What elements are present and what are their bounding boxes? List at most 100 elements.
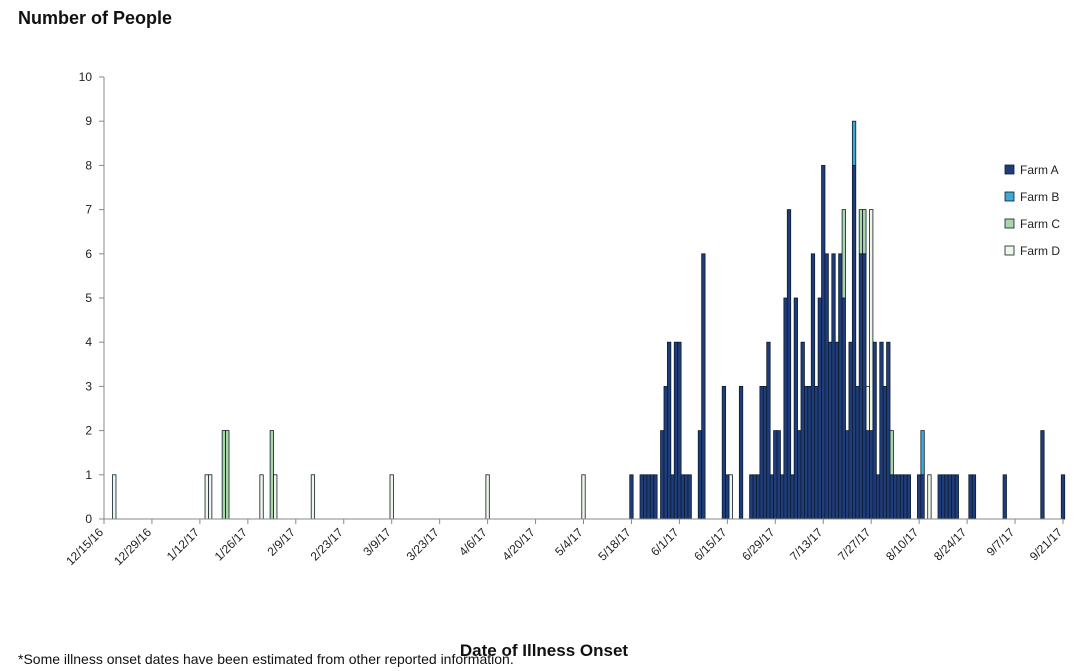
bar: [766, 341, 771, 520]
bar: [841, 209, 846, 299]
bar: [804, 385, 809, 520]
bar: [259, 474, 264, 520]
bar: [862, 253, 867, 520]
bar: [865, 385, 870, 431]
bar: [653, 474, 658, 520]
bar: [667, 341, 672, 520]
bars-group: [112, 120, 1066, 520]
bar: [673, 341, 679, 520]
bar: [721, 385, 727, 520]
y-tick-label: 7: [85, 203, 92, 217]
x-tick-label: 2/23/17: [308, 525, 346, 563]
x-axis-title: Date of Illness Onset: [459, 641, 629, 660]
x-tick-label: 7/27/17: [835, 525, 873, 563]
bar: [896, 474, 901, 520]
bar: [971, 474, 977, 520]
x-tick-label: 6/29/17: [739, 525, 777, 563]
bar: [639, 474, 644, 520]
bar: [838, 253, 843, 520]
bar: [649, 474, 655, 520]
bar: [485, 474, 490, 520]
bar: [937, 474, 942, 520]
bar: [1002, 474, 1007, 520]
bar: [899, 474, 905, 520]
legend-label: Farm B: [1020, 190, 1059, 204]
bar: [893, 474, 898, 520]
bar: [660, 430, 665, 520]
bar: [790, 474, 795, 520]
bar: [759, 385, 764, 520]
bar: [756, 474, 761, 520]
bar: [1040, 430, 1045, 520]
bar: [800, 341, 805, 520]
bar: [581, 474, 586, 520]
bar: [776, 430, 781, 520]
bar: [684, 474, 689, 520]
x-tick-label: 3/23/17: [404, 525, 442, 563]
x-tick-label: 12/29/16: [111, 525, 154, 568]
y-tick-label: 9: [85, 114, 92, 128]
bar: [817, 297, 822, 520]
legend-label: Farm C: [1020, 217, 1060, 231]
y-tick-label: 4: [85, 335, 92, 349]
bar: [797, 430, 802, 520]
bar: [208, 474, 213, 520]
bar: [841, 297, 846, 520]
bar: [725, 474, 730, 520]
y-axis-ticks: 0 1 2 3 4 5 6 7 8 9 10: [79, 70, 104, 526]
legend-label: Farm D: [1020, 244, 1060, 258]
bar: [310, 474, 316, 520]
bar: [752, 474, 757, 520]
bar: [879, 341, 884, 520]
y-tick-label: 2: [85, 424, 92, 438]
legend-swatch: [1004, 218, 1015, 229]
bar: [670, 474, 675, 520]
bar: [112, 474, 117, 520]
bar: [769, 474, 774, 520]
bar: [845, 430, 850, 520]
bar: [920, 430, 925, 476]
bar: [882, 385, 888, 520]
bar: [834, 341, 840, 520]
bar: [786, 209, 792, 520]
bar: [865, 430, 870, 520]
bar: [858, 253, 864, 520]
x-tick-label: 9/21/17: [1027, 525, 1065, 563]
bar: [968, 474, 973, 520]
bar: [927, 474, 932, 520]
bar: [643, 474, 648, 520]
bar: [889, 430, 894, 476]
legend-label: Farm A: [1020, 163, 1059, 177]
bar: [824, 253, 829, 520]
bar: [273, 474, 278, 520]
x-tick-label: 9/7/17: [984, 525, 1018, 559]
x-tick-label: 12/15/16: [63, 525, 106, 568]
bar: [677, 341, 682, 520]
bar: [1060, 474, 1066, 520]
x-tick-label: 5/4/17: [552, 525, 586, 559]
y-tick-label: 3: [85, 379, 92, 393]
bar: [687, 474, 692, 520]
bar: [204, 474, 209, 520]
bar: [810, 253, 816, 520]
x-tick-label: 1/12/17: [164, 525, 202, 563]
bar: [889, 474, 894, 520]
bar: [869, 209, 874, 432]
bar: [920, 474, 925, 520]
bar: [858, 209, 864, 255]
bar: [269, 430, 274, 520]
bar: [663, 385, 668, 520]
bar: [855, 385, 860, 520]
bar: [851, 120, 857, 166]
x-tick-label: 4/6/17: [456, 525, 490, 559]
bar: [793, 297, 798, 520]
x-tick-label: 2/9/17: [264, 525, 298, 559]
bar: [749, 474, 754, 520]
bar: [951, 474, 956, 520]
bar: [872, 341, 877, 520]
bar: [821, 164, 826, 520]
bar: [773, 430, 778, 520]
x-tick-label: 4/20/17: [499, 525, 537, 563]
legend-swatch: [1004, 245, 1015, 256]
bar: [389, 474, 394, 520]
